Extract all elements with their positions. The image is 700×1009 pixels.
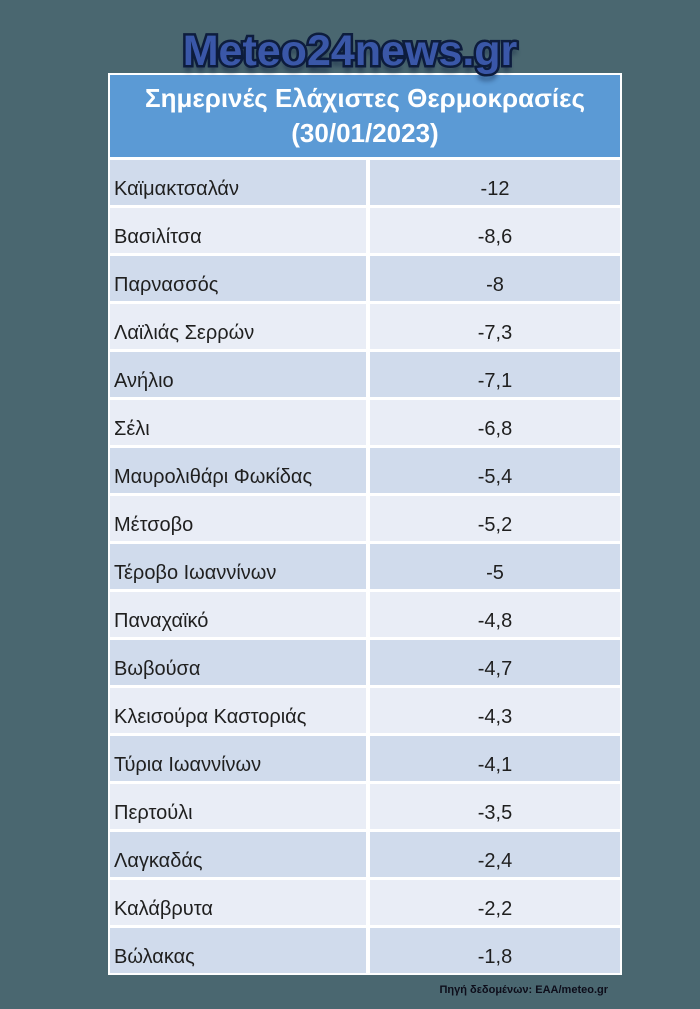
table-title-date: (30/01/2023) <box>291 118 439 148</box>
location-cell: Λαϊλιάς Σερρών <box>110 304 366 349</box>
temperature-cell: -7,1 <box>370 352 620 397</box>
temperature-cell: -5,2 <box>370 496 620 541</box>
temperature-cell: -4,3 <box>370 688 620 733</box>
location-cell: Μέτσοβο <box>110 496 366 541</box>
temperature-table: Σημερινές Ελάχιστες Θερμοκρασίες (30/01/… <box>108 73 622 975</box>
temperature-cell: -7,3 <box>370 304 620 349</box>
temperature-cell: -2,4 <box>370 832 620 877</box>
location-cell: Μαυρολιθάρι Φωκίδας <box>110 448 366 493</box>
table-title: Σημερινές Ελάχιστες Θερμοκρασίες (30/01/… <box>110 75 620 157</box>
table-title-line1: Σημερινές Ελάχιστες Θερμοκρασίες <box>145 83 585 113</box>
site-watermark: Meteo24news.gr <box>180 25 520 78</box>
temperature-cell: -8,6 <box>370 208 620 253</box>
temperature-cell: -5 <box>370 544 620 589</box>
temperature-cell: -6,8 <box>370 400 620 445</box>
temperature-cell: -3,5 <box>370 784 620 829</box>
location-cell: Τέροβο Ιωαννίνων <box>110 544 366 589</box>
temperature-cell: -12 <box>370 160 620 205</box>
location-cell: Ανήλιο <box>110 352 366 397</box>
location-cell: Καλάβρυτα <box>110 880 366 925</box>
temperature-cell: -5,4 <box>370 448 620 493</box>
location-cell: Καϊμακτσαλάν <box>110 160 366 205</box>
location-cell: Σέλι <box>110 400 366 445</box>
temperature-cell: -8 <box>370 256 620 301</box>
location-cell: Βώλακας <box>110 928 366 973</box>
location-cell: Περτούλι <box>110 784 366 829</box>
temperature-cell: -4,8 <box>370 592 620 637</box>
location-cell: Λαγκαδάς <box>110 832 366 877</box>
temperature-cell: -4,7 <box>370 640 620 685</box>
data-source-credit: Πηγή δεδομένων: ΕΑΑ/meteo.gr <box>439 984 608 996</box>
location-cell: Τύρια Ιωαννίνων <box>110 736 366 781</box>
temperature-cell: -4,1 <box>370 736 620 781</box>
location-cell: Παναχαϊκό <box>110 592 366 637</box>
temperature-cell: -1,8 <box>370 928 620 973</box>
location-cell: Βασιλίτσα <box>110 208 366 253</box>
location-cell: Βωβούσα <box>110 640 366 685</box>
location-cell: Κλεισούρα Καστοριάς <box>110 688 366 733</box>
location-cell: Παρνασσός <box>110 256 366 301</box>
temperature-cell: -2,2 <box>370 880 620 925</box>
